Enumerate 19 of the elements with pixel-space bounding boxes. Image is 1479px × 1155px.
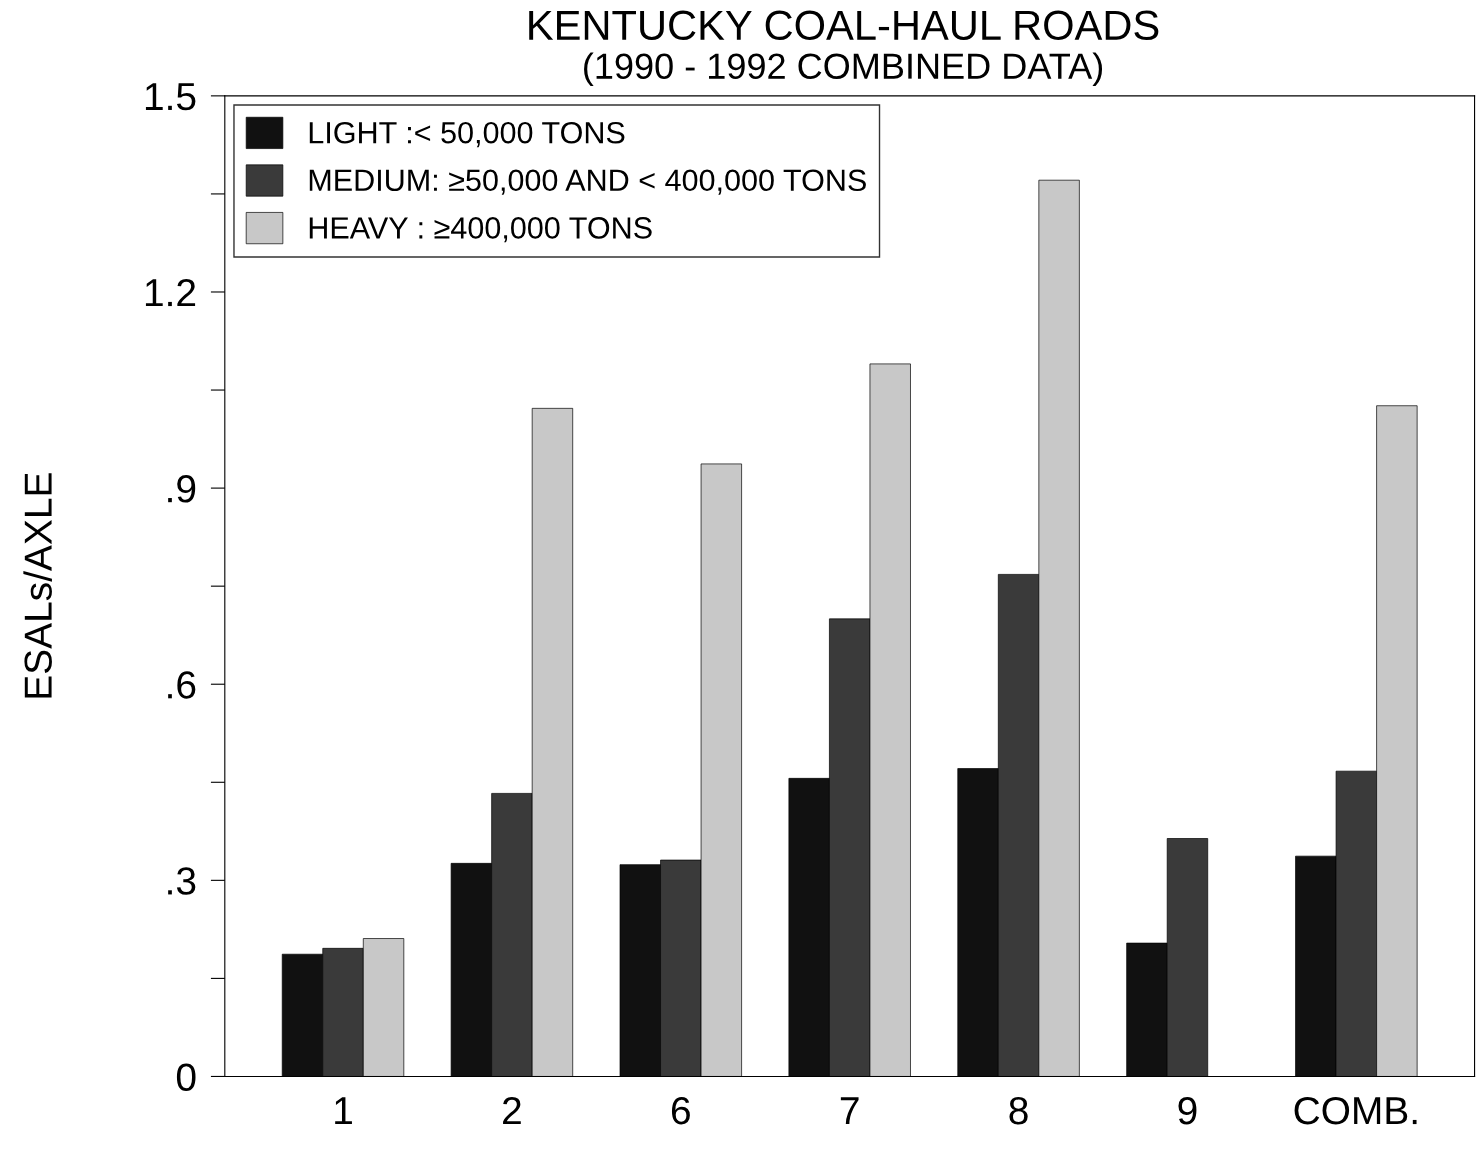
x-tick-label: 1 [335,1097,352,1125]
x-tick-label: 7 [840,1097,859,1125]
y-axis-title: ESALs/AXLE [23,473,52,698]
y-tick-label: .6 [168,671,196,699]
legend-label: HEAVY : ≥400,000 TONS [309,217,652,243]
y-tick-label: 0 [176,1063,196,1091]
chart-title: KENTUCKY COAL-HAUL ROADS [529,10,1159,41]
legend-label: LIGHT :< 50,000 TONS [309,121,625,148]
legend-label: MEDIUM: ≥50,000 AND < 400,000 TONS [309,169,866,195]
x-tick-label: COMB. [1294,1096,1417,1125]
y-tick-label: 1.5 [145,83,196,111]
x-tick-label: 8 [1009,1096,1028,1125]
x-tick-label: 2 [503,1096,521,1125]
y-tick-label: 1.2 [145,278,196,307]
x-tick-label: 6 [671,1096,690,1125]
chart-subtitle: (1990 - 1992 COMBINED DATA) [584,52,1103,87]
x-tick-label: 9 [1178,1096,1197,1125]
y-tick-label: .3 [168,867,196,895]
y-tick-label: .9 [168,475,196,503]
